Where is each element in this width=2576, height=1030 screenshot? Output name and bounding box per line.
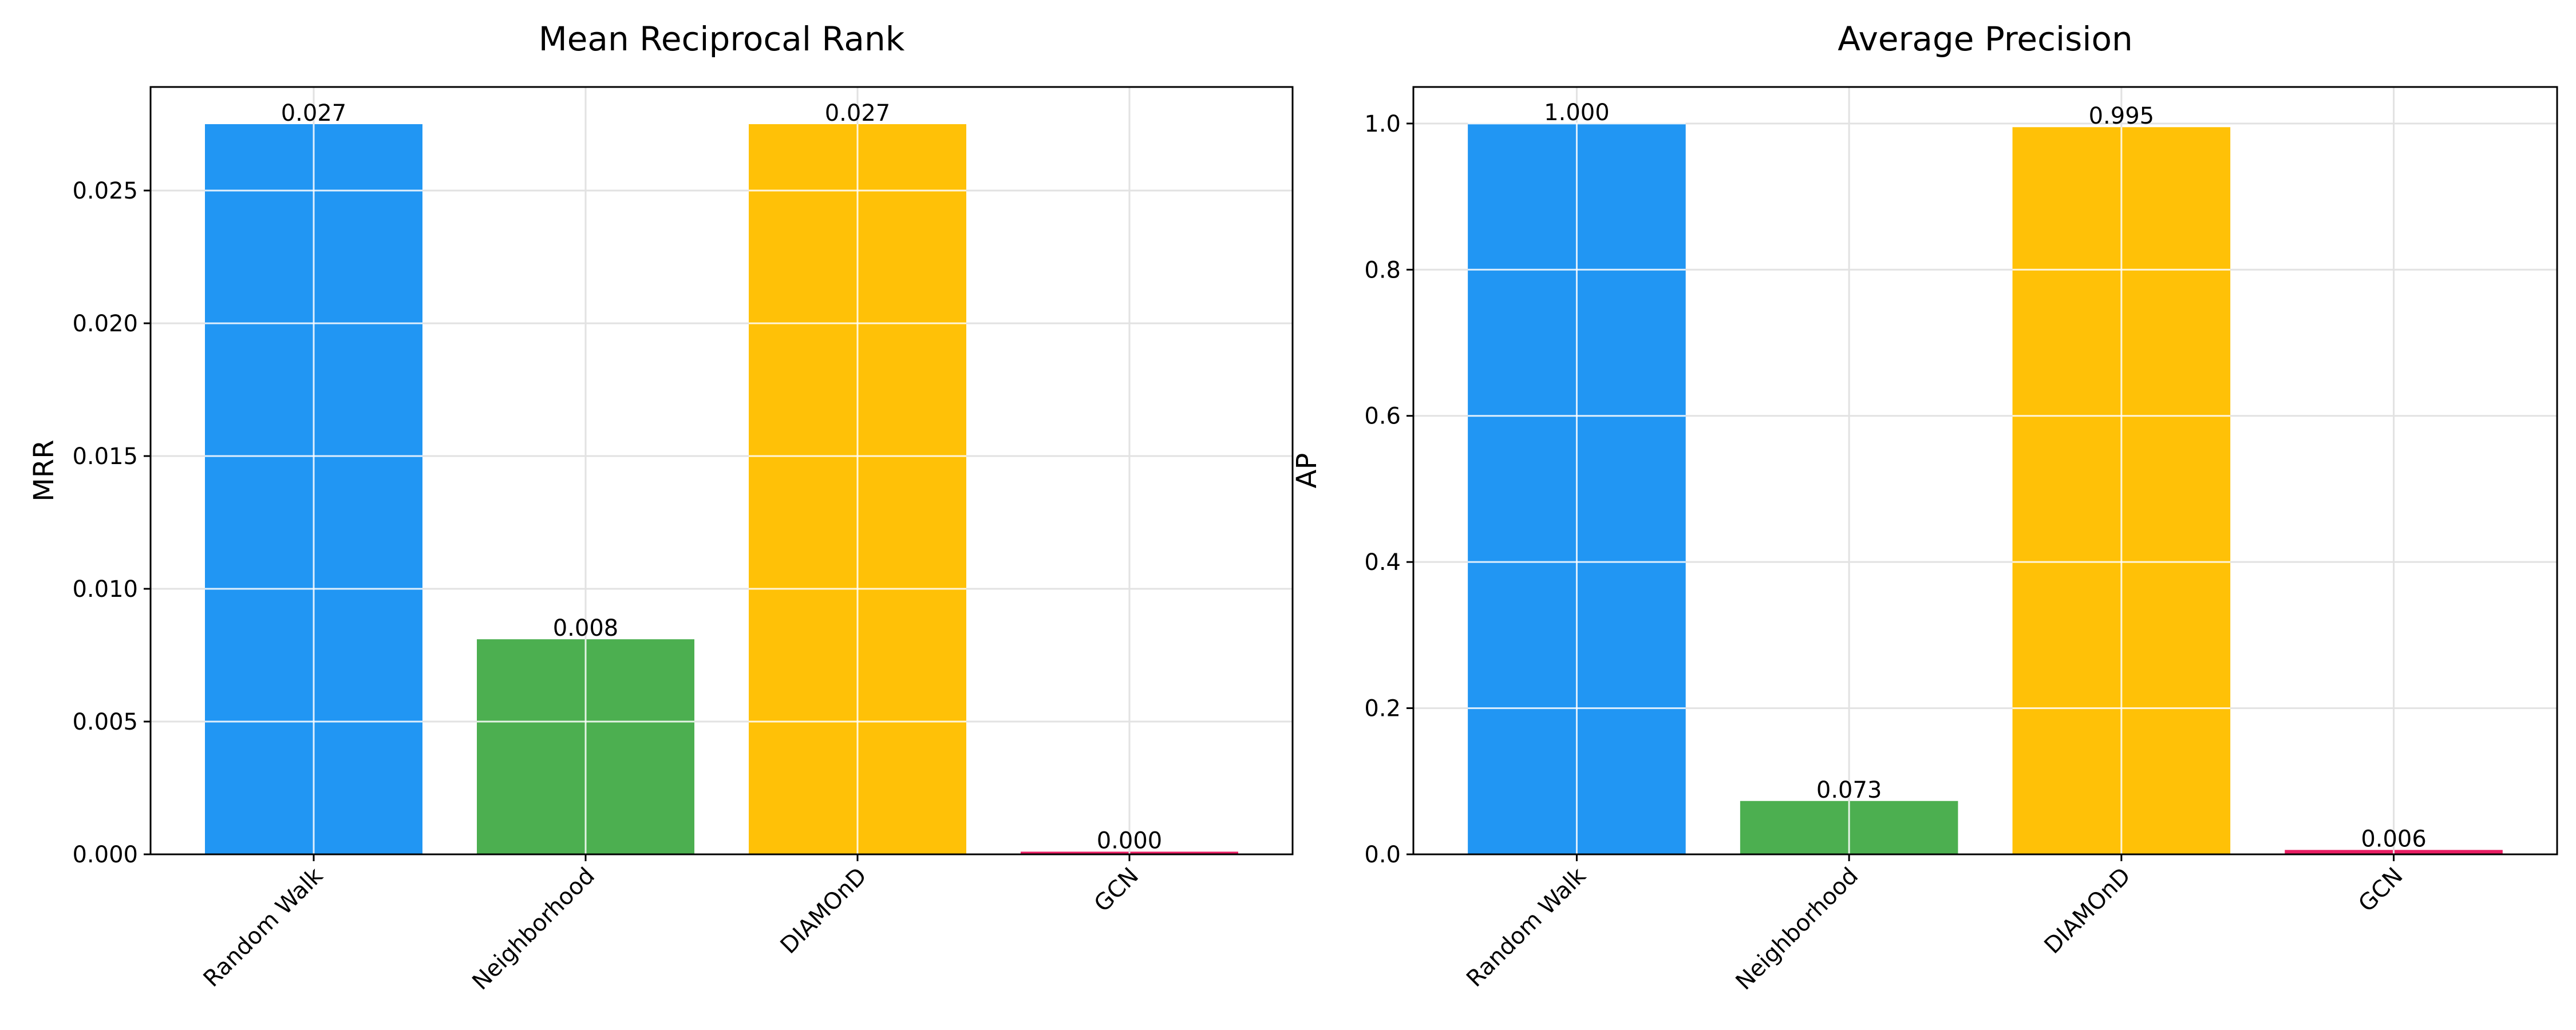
y-tick-label: 0.005 <box>72 709 138 735</box>
x-tick-label: Neighborhood <box>1731 863 1864 996</box>
data-label: 0.027 <box>281 100 347 126</box>
mrr-chart: 0.027 0.008 0.027 0.000 0.000 0.005 0.010 0.015… <box>28 19 1294 996</box>
y-axis-label: AP <box>1291 453 1323 489</box>
y-tick-label: 0.020 <box>72 311 138 337</box>
x-tick-label: Neighborhood <box>467 863 600 996</box>
data-label: 0.006 <box>2361 826 2427 852</box>
chart-title: Mean Reciprocal Rank <box>539 19 905 58</box>
x-tick-label: DIAMOnD <box>2040 863 2136 959</box>
y-tick-label: 0.010 <box>72 576 138 603</box>
x-tick-label: DIAMOnD <box>776 863 872 959</box>
y-tick-label: 0.8 <box>1364 257 1401 283</box>
y-tick-label: 0.4 <box>1364 549 1401 576</box>
x-tick-label: GCN <box>1089 863 1144 917</box>
x-tick-label: Random Walk <box>1461 862 1591 992</box>
y-tick-label: 0.0 <box>1364 842 1401 868</box>
y-axis-label: MRR <box>28 439 60 501</box>
y-tick-label: 0.6 <box>1364 403 1401 430</box>
data-label: 0.073 <box>1816 777 1882 803</box>
chart-title: Average Precision <box>1838 19 2132 58</box>
y-tick-label: 0.2 <box>1364 696 1401 722</box>
data-label: 0.000 <box>1097 827 1163 854</box>
data-label: 0.008 <box>553 615 619 641</box>
data-label: 1.000 <box>1544 100 1610 126</box>
x-tick-label: GCN <box>2353 863 2408 917</box>
y-tick-label: 0.025 <box>72 178 138 204</box>
x-tick-label: Random Walk <box>199 862 329 992</box>
data-label: 0.995 <box>2089 103 2155 129</box>
ap-chart: 1.000 0.073 0.995 0.006 0.0 0.2 0.4 0.6 0.8 1.0 Ra… <box>1291 19 2558 996</box>
y-tick-label: 1.0 <box>1364 111 1401 137</box>
y-tick-label: 0.015 <box>72 443 138 470</box>
data-label: 0.027 <box>825 100 891 126</box>
plot-frame <box>149 86 1294 855</box>
y-tick-label: 0.000 <box>72 842 138 868</box>
plot-frame <box>1412 86 2558 855</box>
